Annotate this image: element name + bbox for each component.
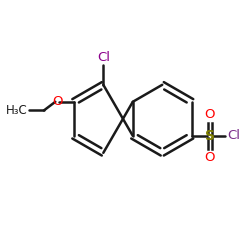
Text: Cl: Cl xyxy=(97,51,110,64)
Text: S: S xyxy=(205,129,215,143)
Text: O: O xyxy=(204,151,215,164)
Text: Cl: Cl xyxy=(227,129,240,142)
Text: O: O xyxy=(204,108,215,121)
Text: O: O xyxy=(52,95,63,108)
Text: H₃C: H₃C xyxy=(6,104,27,117)
